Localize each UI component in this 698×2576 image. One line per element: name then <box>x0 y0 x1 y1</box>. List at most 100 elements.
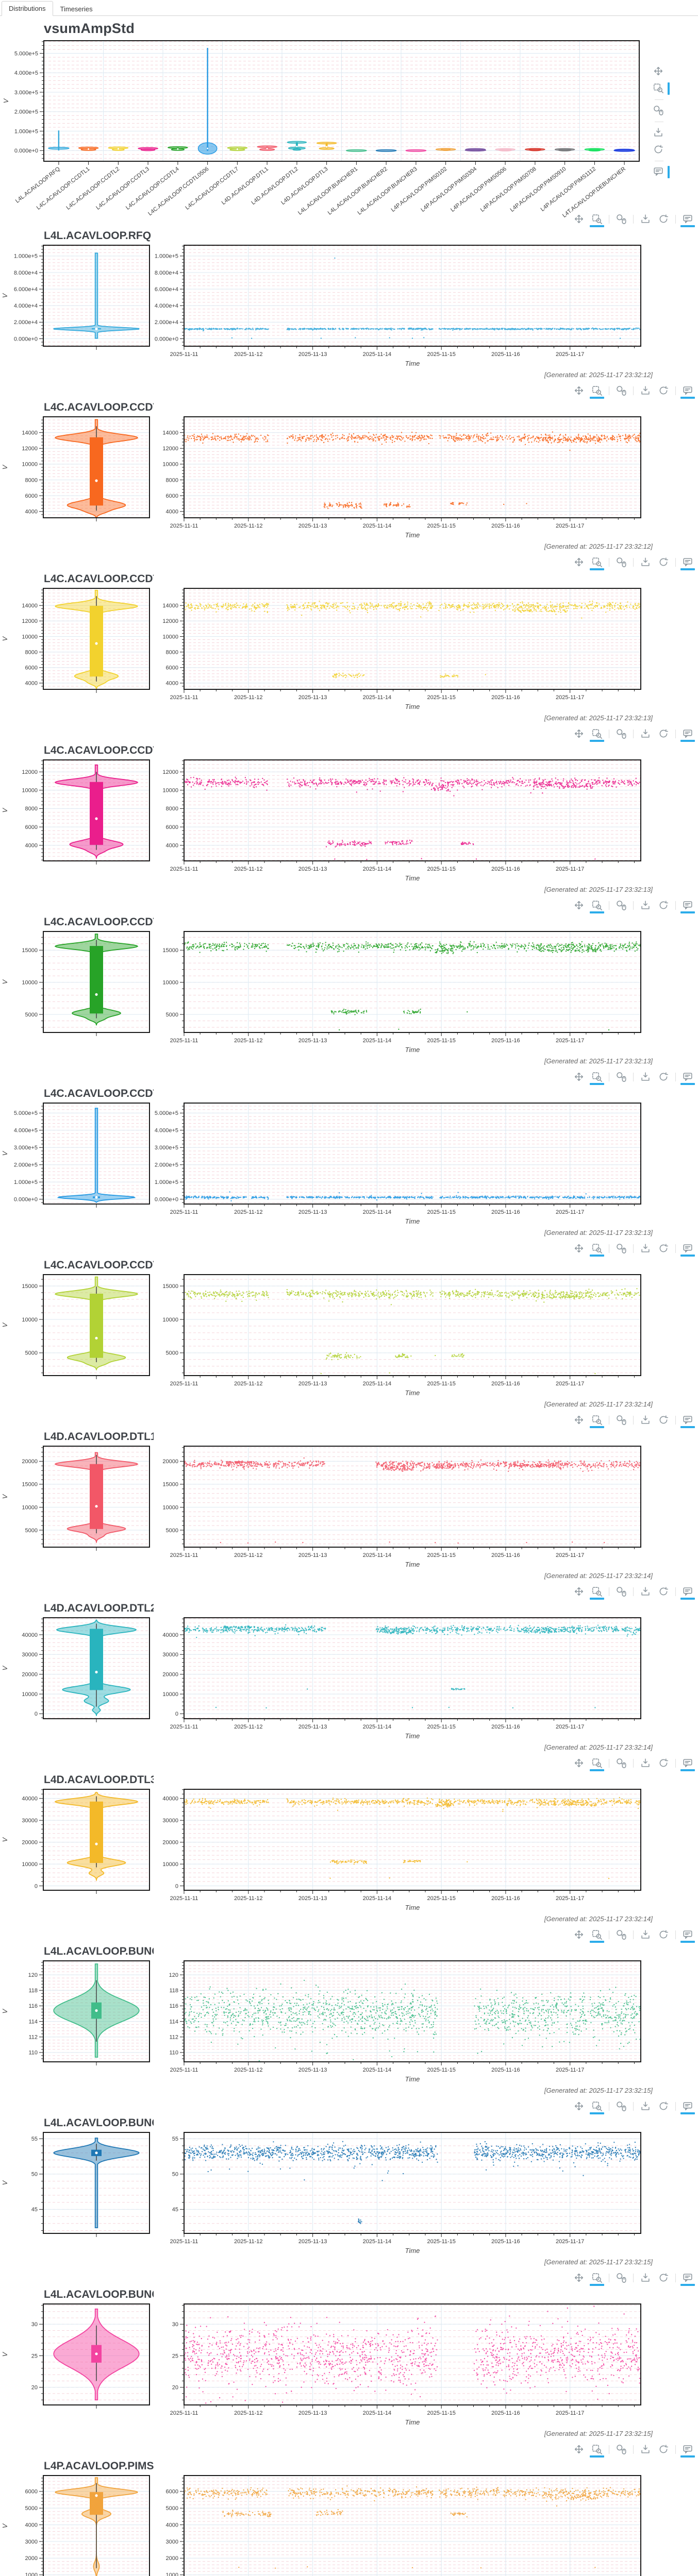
tool-pan[interactable] <box>573 1929 585 1940</box>
timeseries-plot[interactable]: 5000 10000 15000 20000 2025-11-11 2025-11-12 2… <box>155 1444 698 1571</box>
tool-save[interactable] <box>639 1414 652 1426</box>
tool-hover[interactable] <box>680 728 695 742</box>
tool-box-zoom[interactable] <box>590 2272 604 2286</box>
tool-reset[interactable] <box>657 1071 670 1082</box>
tool-save[interactable] <box>639 556 652 568</box>
tool-box-zoom[interactable] <box>653 82 670 95</box>
timeseries-plot[interactable]: 4000 6000 8000 10000 12000 14000 2025-11-11 202… <box>155 586 698 713</box>
tool-box-zoom[interactable] <box>590 900 604 913</box>
timeseries-plot[interactable]: 0.000e+0 2.000e+4 4.000e+4 6.000e+4 8.000e+4… <box>155 243 698 370</box>
timeseries-plot[interactable]: 5000 10000 15000 2025-11-11 2025-11-12 2025-1… <box>155 1273 698 1399</box>
timeseries-plot[interactable]: 0.000e+0 1.000e+5 2.000e+5 3.000e+5 4.000e+5… <box>155 1101 698 1228</box>
violin-plot[interactable]: 4000 6000 8000 10000 12000 V <box>0 758 155 885</box>
tool-box-zoom[interactable] <box>590 213 604 227</box>
tool-save[interactable] <box>639 728 652 739</box>
tool-pan[interactable] <box>573 728 585 739</box>
tool-reset[interactable] <box>657 1243 670 1254</box>
tool-save[interactable] <box>639 1243 652 1254</box>
tool-pan[interactable] <box>573 2444 585 2455</box>
timeseries-plot[interactable]: 110 112 114 116 118 120 2025-11-11 2025-11-12 20… <box>155 1959 698 2086</box>
tool-box-zoom[interactable] <box>590 385 604 399</box>
tool-wheel-zoom[interactable] <box>615 1929 627 1940</box>
tool-box-zoom[interactable] <box>590 1243 604 1257</box>
timeseries-plot[interactable]: 1000200030004000500060002025-11-112025-1… <box>155 2473 698 2576</box>
violin-plot[interactable]: 0.000e+0 1.000e+5 2.000e+5 3.000e+5 4.000e+5… <box>0 1101 155 1228</box>
violin-plot[interactable]: 5000 10000 15000 V <box>0 1273 155 1399</box>
tool-wheel-zoom[interactable] <box>615 213 627 225</box>
tool-box-zoom[interactable] <box>590 728 604 742</box>
tool-save[interactable] <box>639 1757 652 1769</box>
violin-plot[interactable]: 20 25 30 V <box>0 2302 155 2429</box>
tool-wheel-zoom[interactable] <box>615 1071 627 1082</box>
tool-hover[interactable] <box>653 166 670 178</box>
tool-reset[interactable] <box>657 2444 670 2455</box>
tool-box-zoom[interactable] <box>590 1071 604 1085</box>
tool-hover[interactable] <box>680 556 695 570</box>
tool-save[interactable] <box>639 213 652 225</box>
tool-hover[interactable] <box>680 900 695 913</box>
tool-wheel-zoom[interactable] <box>615 1243 627 1254</box>
tool-pan[interactable] <box>573 1243 585 1254</box>
tool-save[interactable] <box>639 2272 652 2283</box>
tool-save[interactable] <box>653 127 665 139</box>
tool-hover[interactable] <box>680 385 695 399</box>
tool-hover[interactable] <box>680 2100 695 2114</box>
violin-plot[interactable]: 5000 10000 15000 V <box>0 929 155 1056</box>
tool-hover[interactable] <box>680 1414 695 1428</box>
tool-wheel-zoom[interactable] <box>653 105 665 117</box>
tool-hover[interactable] <box>680 1071 695 1085</box>
tool-wheel-zoom[interactable] <box>615 728 627 739</box>
tool-save[interactable] <box>639 900 652 911</box>
violin-plot[interactable]: 1000 2000 3000 4000 5000 6000 V <box>0 2473 155 2576</box>
tool-pan[interactable] <box>573 900 585 911</box>
tool-box-zoom[interactable] <box>590 556 604 570</box>
tool-pan[interactable] <box>573 1757 585 1769</box>
tool-wheel-zoom[interactable] <box>615 2100 627 2112</box>
tool-reset[interactable] <box>657 2100 670 2112</box>
tool-wheel-zoom[interactable] <box>615 2272 627 2283</box>
tool-reset[interactable] <box>657 213 670 225</box>
tool-pan[interactable] <box>573 2100 585 2112</box>
tool-wheel-zoom[interactable] <box>615 385 627 396</box>
tool-box-zoom[interactable] <box>590 1586 604 1600</box>
violin-plot[interactable]: 110 112 114 116 118 120 V <box>0 1959 155 2086</box>
tool-pan[interactable] <box>573 1586 585 1597</box>
violin-plot[interactable]: 0 10000 20000 30000 40000 V <box>0 1616 155 1742</box>
tool-reset[interactable] <box>657 728 670 739</box>
tool-reset[interactable] <box>657 2272 670 2283</box>
tool-pan[interactable] <box>573 1071 585 1082</box>
tab-timeseries[interactable]: Timeseries <box>60 5 93 13</box>
tool-reset[interactable] <box>657 1414 670 1426</box>
timeseries-plot[interactable]: 45 50 55 2025-11-11 2025-11-12 2025-11-13 2025… <box>155 2130 698 2257</box>
tool-hover[interactable] <box>680 1243 695 1257</box>
tool-hover[interactable] <box>680 2444 695 2458</box>
tool-wheel-zoom[interactable] <box>615 556 627 568</box>
tool-save[interactable] <box>639 1586 652 1597</box>
tool-hover[interactable] <box>680 1586 695 1600</box>
tool-reset[interactable] <box>657 556 670 568</box>
tool-pan[interactable] <box>573 213 585 225</box>
tool-hover[interactable] <box>680 1929 695 1943</box>
tool-reset[interactable] <box>653 144 665 156</box>
tool-box-zoom[interactable] <box>590 1929 604 1943</box>
tool-pan[interactable] <box>573 2272 585 2283</box>
timeseries-plot[interactable]: 0 10000 20000 30000 40000 2025-11-11 2025-11-1… <box>155 1787 698 1914</box>
tool-box-zoom[interactable] <box>590 2100 604 2114</box>
violin-plot[interactable]: 4000 6000 8000 10000 12000 14000 V <box>0 415 155 541</box>
timeseries-plot[interactable]: 0 10000 20000 30000 40000 2025-11-11 2025-11-1… <box>155 1616 698 1742</box>
violin-plot[interactable]: 5000 10000 15000 20000 V <box>0 1444 155 1571</box>
tool-wheel-zoom[interactable] <box>615 1757 627 1769</box>
tool-save[interactable] <box>639 2100 652 2112</box>
tool-wheel-zoom[interactable] <box>615 2444 627 2455</box>
tool-wheel-zoom[interactable] <box>615 1586 627 1597</box>
tool-hover[interactable] <box>680 2272 695 2286</box>
tool-reset[interactable] <box>657 1586 670 1597</box>
tool-box-zoom[interactable] <box>590 1757 604 1771</box>
tool-hover[interactable] <box>680 1757 695 1771</box>
tool-wheel-zoom[interactable] <box>615 1414 627 1426</box>
tool-reset[interactable] <box>657 1757 670 1769</box>
tool-pan[interactable] <box>573 1414 585 1426</box>
timeseries-plot[interactable]: 5000 10000 15000 2025-11-11 2025-11-12 2025-1… <box>155 929 698 1056</box>
tool-pan[interactable] <box>653 65 665 78</box>
violin-plot[interactable]: 4000 6000 8000 10000 12000 14000 V <box>0 586 155 713</box>
